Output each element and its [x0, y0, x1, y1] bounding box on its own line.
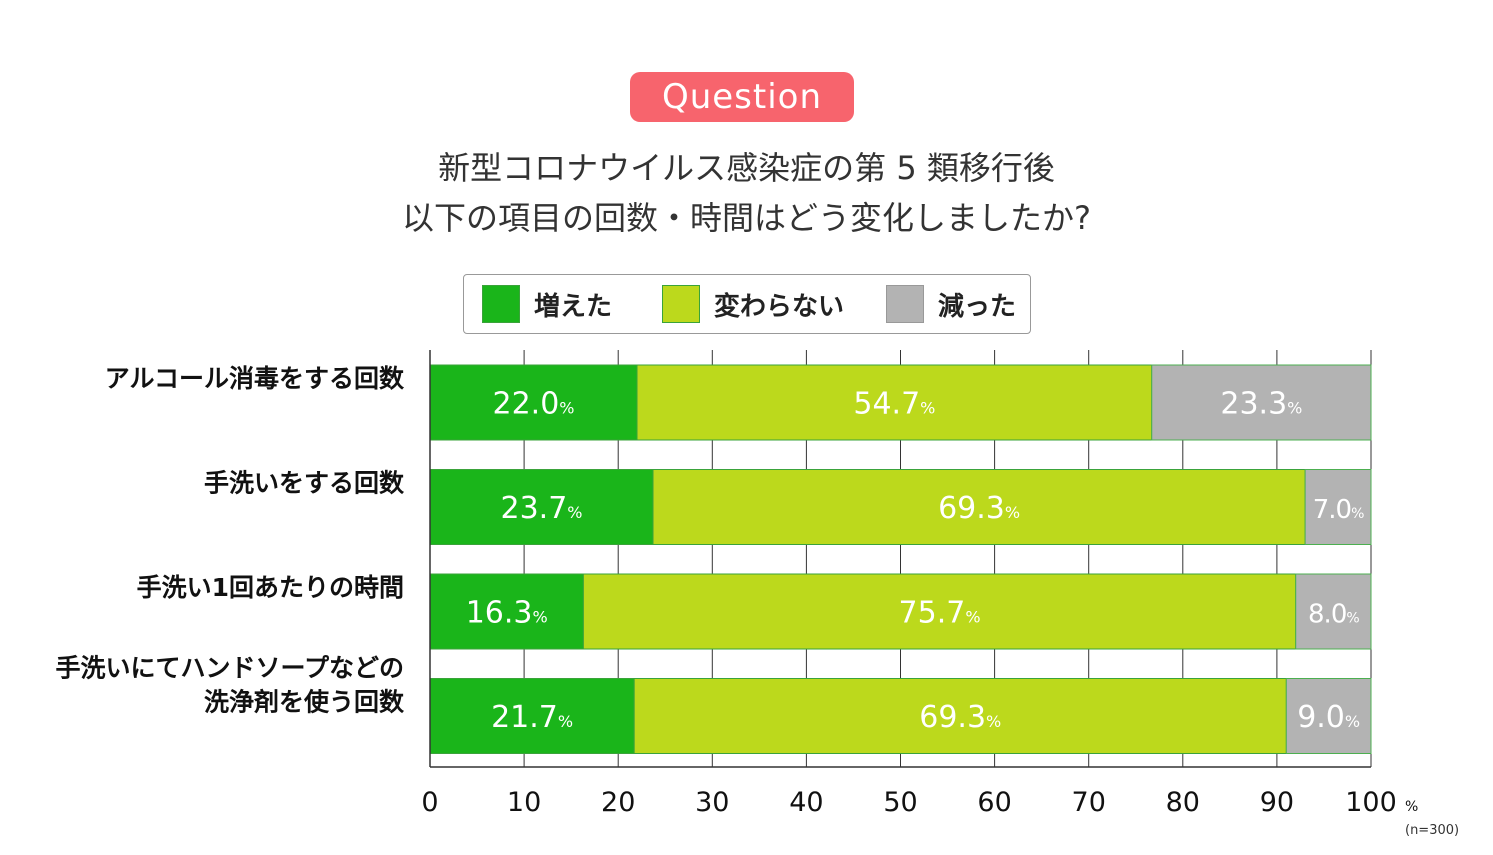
data-label-decreased: 8.0%	[1308, 600, 1359, 630]
bar-unchanged	[582, 573, 1297, 650]
chart-title-line1: 新型コロナウイルス感染症の第 5 類移行後	[438, 149, 1055, 187]
chart-title-line2: 以下の項目の回数・時間はどう変化しましたか?	[402, 199, 1091, 237]
legend-swatch-decreased	[886, 285, 924, 323]
x-tick-label: 20	[601, 787, 635, 818]
x-tick-label: 10	[507, 787, 541, 818]
x-tick-label: 100	[1345, 787, 1397, 818]
legend-item-decreased: 減った	[886, 285, 1016, 323]
data-label-decreased: 7.0%	[1313, 495, 1364, 525]
data-label-decreased: 9.0%	[1297, 700, 1360, 735]
bar-decreased	[1151, 364, 1372, 441]
legend-swatch-unchanged	[662, 285, 700, 323]
legend-label-unchanged: 変わらない	[714, 291, 845, 322]
x-tick-label: 90	[1260, 787, 1294, 818]
x-tick-label: 60	[977, 787, 1011, 818]
legend-item-increased: 増えた	[482, 285, 612, 323]
legend-item-unchanged: 変わらない	[662, 285, 844, 323]
bar-unchanged	[633, 678, 1287, 754]
x-tick-label: 50	[883, 787, 917, 818]
x-axis-unit: %	[1405, 799, 1418, 815]
bar-unchanged	[652, 469, 1306, 545]
bar-decreased	[1304, 469, 1372, 545]
bar-decreased	[1285, 678, 1372, 754]
category-label: 手洗い1回あたりの時間	[137, 573, 404, 602]
data-label-decreased: 23.3%	[1220, 387, 1302, 422]
data-label-unchanged: 54.7%	[853, 387, 935, 422]
legend-swatch-increased	[482, 285, 520, 323]
x-tick-label: 80	[1166, 787, 1200, 818]
data-label-increased: 23.7%	[501, 491, 583, 526]
data-label-unchanged: 75.7%	[899, 596, 981, 631]
category-label: 手洗いをする回数	[204, 469, 405, 498]
category-label: アルコール消毒をする回数	[105, 364, 405, 393]
sample-size-note: (n=300)	[1405, 823, 1460, 838]
question-badge: Question	[630, 72, 854, 122]
x-tick-label: 0	[421, 787, 438, 818]
data-label-unchanged: 69.3%	[938, 491, 1020, 526]
bar-increased	[429, 573, 584, 650]
data-label-increased: 21.7%	[491, 700, 573, 735]
legend-label-increased: 増えた	[534, 291, 613, 322]
legend: 増えた 変わらない 減った	[463, 274, 1031, 334]
data-label-unchanged: 69.3%	[919, 700, 1001, 735]
x-tick-label: 70	[1072, 787, 1106, 818]
x-tick-label: 40	[789, 787, 823, 818]
data-label-increased: 22.0%	[493, 387, 575, 422]
bar-increased	[429, 469, 654, 545]
x-tick-label: 30	[695, 787, 729, 818]
bar-increased	[429, 364, 638, 441]
legend-label-decreased: 減った	[938, 291, 1017, 322]
bar-decreased	[1295, 573, 1372, 650]
bar-increased	[429, 678, 635, 754]
category-label: 手洗いにてハンドソープなどの洗浄剤を使う回数	[55, 654, 405, 717]
data-label-increased: 16.3%	[466, 596, 548, 631]
